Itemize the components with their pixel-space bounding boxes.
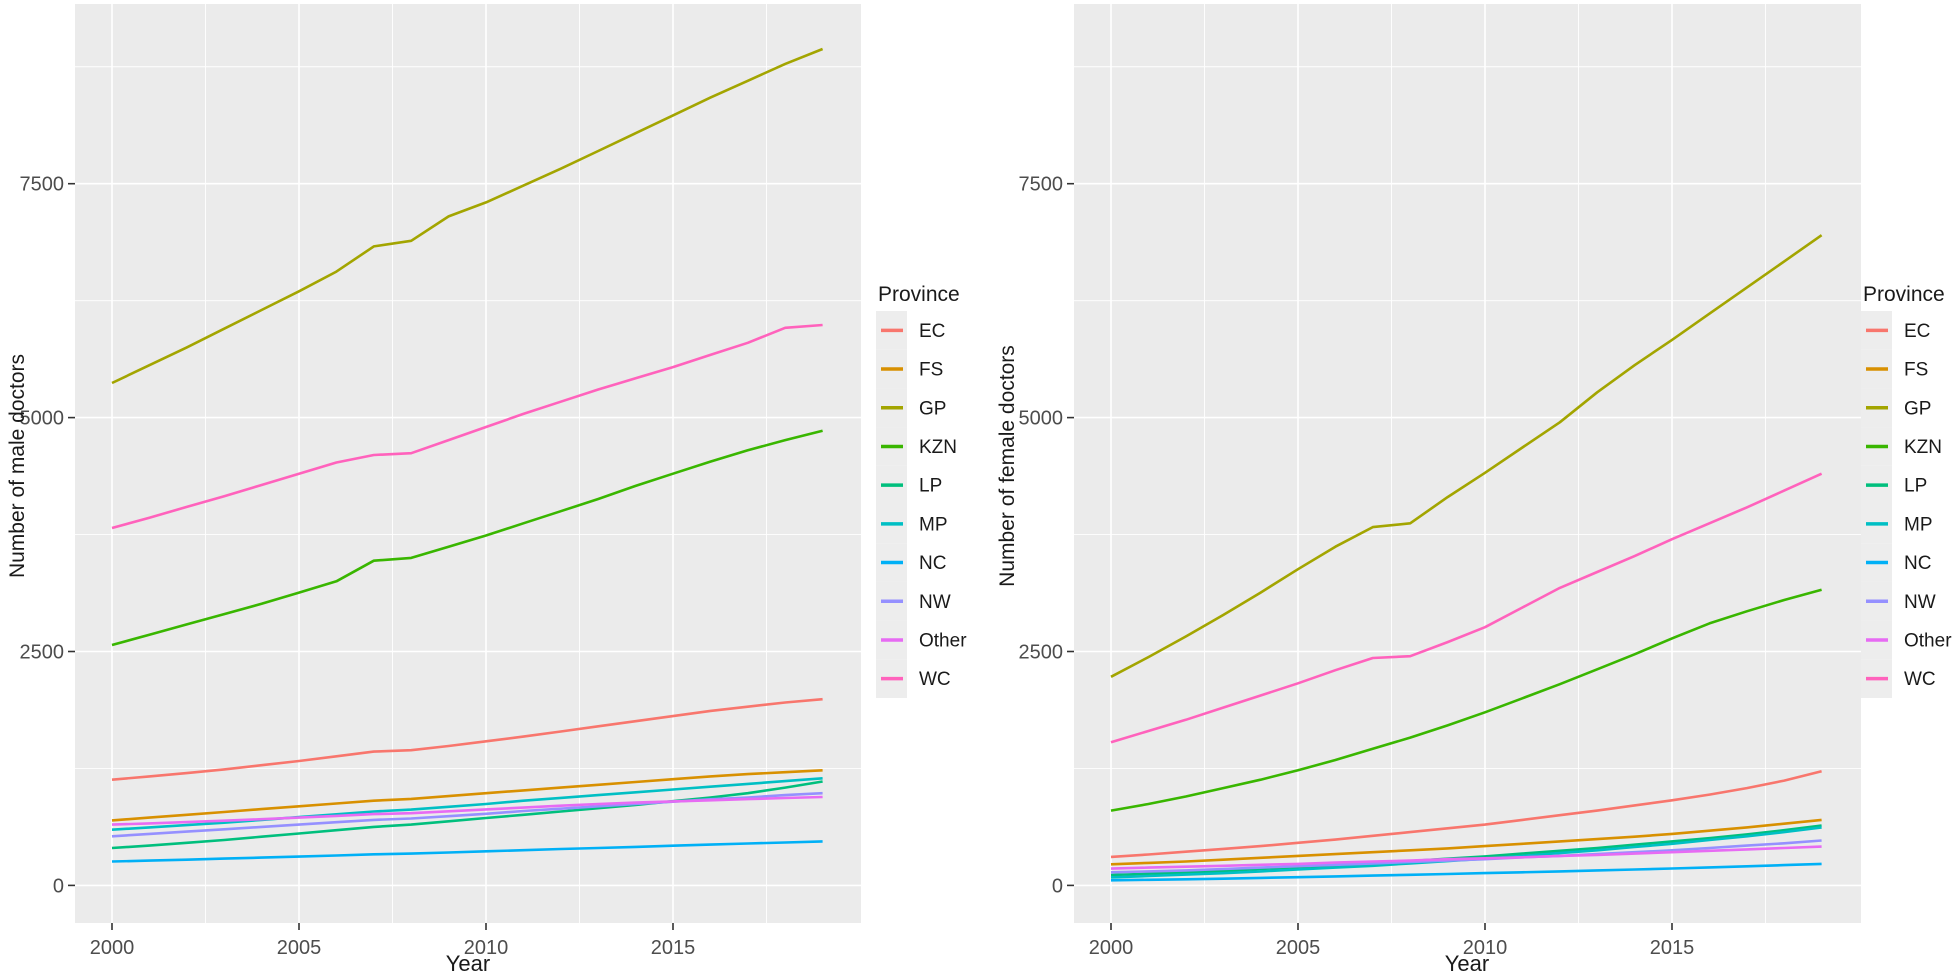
series-line-KZN: [1110, 588, 1822, 812]
series-line-Other: [1110, 845, 1822, 870]
legend-label-EC: EC: [919, 321, 945, 342]
series-line-GP: [111, 47, 824, 385]
female-chart-legend-title: Province: [1863, 283, 1945, 306]
y-tick-label: 0: [1052, 875, 1063, 897]
y-tick-label: 7500: [20, 174, 65, 196]
x-tick-label: 2010: [1463, 937, 1508, 959]
female-chart-y-axis-title: Number of female doctors: [996, 345, 1019, 587]
series-line-EC: [111, 697, 823, 781]
series-line-EC: [1110, 770, 1822, 859]
series-line-NC: [1110, 862, 1822, 882]
x-tick-label: 2015: [651, 937, 696, 959]
legend-label-LP: LP: [919, 476, 942, 497]
x-tick-label: 2015: [1650, 937, 1695, 959]
legend-label-NC: NC: [1904, 553, 1931, 574]
series-line-NC: [111, 840, 823, 863]
plot-panel: [75, 4, 861, 923]
legend-label-Other: Other: [1904, 630, 1952, 651]
plot-panel: [1074, 4, 1861, 923]
legend-label-FS: FS: [1904, 360, 1928, 381]
series-line-FS: [1110, 818, 1822, 866]
legend-label-KZN: KZN: [919, 437, 957, 458]
series-line-WC: [1110, 472, 1823, 744]
x-tick-label: 2010: [464, 937, 509, 959]
series-line-FS: [111, 769, 823, 822]
x-tick-label: 2005: [1276, 937, 1321, 959]
series-line-KZN: [111, 429, 823, 647]
legend-label-GP: GP: [1904, 398, 1931, 419]
male-chart-x-axis-title: Year: [445, 951, 491, 976]
y-tick-label: 0: [53, 875, 64, 897]
y-tick-label: 2500: [1019, 642, 1064, 664]
male-chart-y-axis-title: Number of male doctors: [6, 353, 29, 579]
legend-label-Other: Other: [919, 630, 967, 651]
y-tick-label: 5000: [1019, 408, 1064, 430]
legend-label-FS: FS: [919, 360, 943, 381]
legend-label-MP: MP: [919, 514, 948, 535]
legend-label-NW: NW: [1904, 592, 1936, 613]
y-tick-label: 2500: [20, 642, 65, 664]
x-tick-label: 2000: [1089, 937, 1134, 959]
series-line-WC: [111, 323, 823, 530]
x-tick-label: 2005: [277, 937, 322, 959]
legend-label-MP: MP: [1904, 514, 1933, 535]
legend-label-LP: LP: [1904, 476, 1927, 497]
legend-label-KZN: KZN: [1904, 437, 1942, 458]
legend-label-GP: GP: [919, 398, 946, 419]
female-chart-x-axis-title: Year: [1444, 951, 1490, 976]
legend-label-EC: EC: [1904, 321, 1930, 342]
y-tick-label: 7500: [1019, 174, 1064, 196]
male-chart-legend-title: Province: [878, 283, 960, 306]
series-line-LP: [111, 780, 823, 850]
series-line-Other: [111, 795, 823, 826]
legend-label-WC: WC: [919, 669, 951, 690]
legend-label-NC: NC: [919, 553, 946, 574]
x-tick-label: 2000: [90, 937, 135, 959]
y-tick-label: 5000: [20, 408, 65, 430]
series-line-MP: [111, 777, 823, 831]
legend-label-NW: NW: [919, 592, 951, 613]
legend-label-WC: WC: [1904, 669, 1936, 690]
female-doctors-line-chart: 0 2500 5000 7500 2000 2005 2010 2015 EC FS GP KZN LP…: [1019, 4, 1952, 959]
male-doctors-line-chart: 0 2500 5000 7500 2000 2005 2010 2015 EC FS GP KZN LP…: [20, 4, 967, 959]
series-line-GP: [1110, 234, 1823, 678]
